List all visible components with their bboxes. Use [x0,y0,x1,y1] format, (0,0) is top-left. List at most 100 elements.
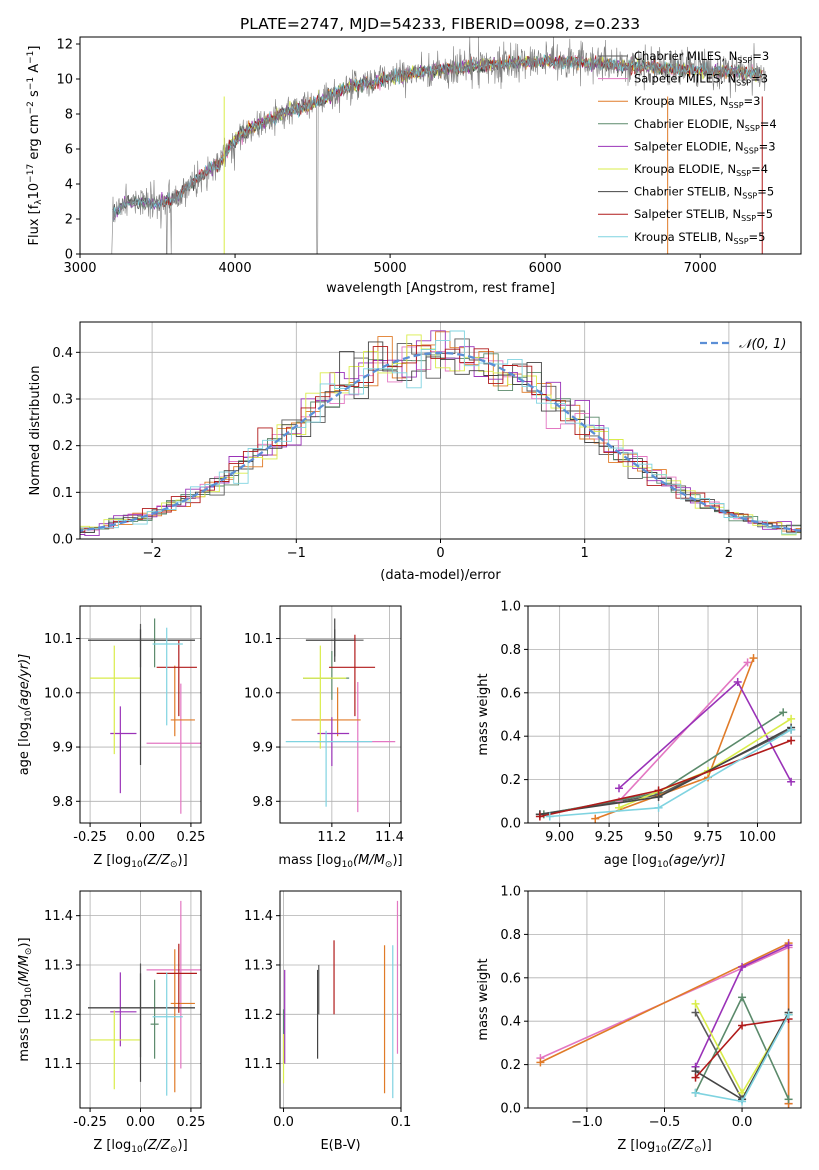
y-tick-label: 8 [65,108,73,123]
legend-label-text: Kroupa ELODIE, N [634,162,736,176]
legend-label-text: Kroupa MILES, N [634,94,729,108]
legend-label-sub: SSP [736,79,751,88]
legend-label-sub: SSP [744,146,759,155]
x-tick-label: 0 [436,546,444,561]
x-axis-label: (data-model)/error [380,568,501,583]
axes-frame [527,605,802,824]
y-tick-label: 0.2 [52,439,73,454]
spectrum-panel: 3000 4000 5000 6000 7000 0 2 4 6 8 10 12 wavelength … [26,36,802,296]
label-part: mass [log [278,853,341,868]
y-tick-label: 0.0 [500,817,521,832]
y-axis-label: age [log10(age/yr)] [17,654,34,776]
y-tick-label: 0.4 [500,1015,521,1030]
x-tick-label: 0.25 [176,830,205,845]
plot-area [111,37,766,254]
plot-area [80,330,801,539]
legend-label-num: =5 [756,207,773,221]
y-tick-label: 0.1 [52,486,73,501]
y-tick-label: 0.0 [52,533,73,548]
y-axis-label: mass weight [476,958,491,1040]
label-part: 10 [342,860,354,870]
weight-line [539,726,792,816]
x-axis-label: Z [log10(Z/Z⊙)] [617,1138,711,1155]
x-axis-label: wavelength [Angstrom, rest frame] [326,281,555,296]
weight-line [618,661,749,802]
label-part: (Z/Z [143,853,171,868]
label-part: Z [log [93,1138,131,1153]
label-part: erg cm [27,114,42,163]
label-part: (Z/Z [143,1138,171,1153]
label-part: −1 [26,77,36,90]
x-tick-label: 9.00 [545,830,574,845]
y-tick-label: 0.6 [500,971,521,986]
figure-title: PLATE=2747, MJD=54233, FIBERID=0098, z=0… [240,15,640,33]
legend-label-num: =4 [751,162,768,176]
x-tick-label: 3000 [63,261,96,276]
age-vs-mass-panel: 11.2 11.4 9.8 9.9 10.0 10.1 mass [log10(M/M⊙)] [244,605,404,870]
label-part: )] [178,853,188,868]
legend-label-text: Chabrier MILES, N [634,49,737,63]
x-tick-label: 0.25 [176,1115,205,1130]
legend-label-text: Chabrier STELIB, N [634,185,742,199]
legend-label-text: Salpeter MILES, N [634,72,736,86]
histogram-step-line [80,330,801,537]
normal-pdf-line [80,351,801,532]
x-tick-label: 9.50 [644,830,673,845]
y-tick-label: 12 [56,38,73,53]
plot-area [535,654,796,823]
label-part: )] [178,1138,188,1153]
weight-vs-metallicity-panel: −1.0 −0.5 0.0 0.0 0.2 0.4 0.6 0.8 1.0 mass weight… [476,885,802,1155]
x-tick-label: -0.25 [73,1115,107,1130]
legend-label-sub: SSP [741,214,756,223]
legend-label-num: =3 [752,49,769,63]
legend-label-sub: SSP [729,101,744,110]
label-part: age [log [604,853,657,868]
x-axis-label: E(B-V) [320,1138,360,1153]
y-tick-label: 0.8 [500,928,521,943]
legend-label: Kroupa MILES, NSSP=3 [634,94,760,110]
y-tick-label: 1.0 [500,600,521,615]
y-tick-label: 11.2 [244,1008,273,1023]
histogram-step-line [80,330,801,535]
y-tick-label: 10 [56,73,73,88]
y-tick-label: 9.9 [52,741,73,756]
y-tick-label: 0.2 [500,773,521,788]
y-tick-label: 10.1 [44,632,73,647]
label-part: −1 [26,51,36,64]
label-part: )] [17,937,32,947]
label-part: −17 [26,164,36,183]
legend-label-num: =3 [759,139,776,153]
y-axis-label: mass [log10(M/M⊙)] [17,937,34,1061]
y-tick-label: 0.4 [52,346,73,361]
label-part: λ [34,199,44,205]
legend-label-sub: SSP [734,237,749,246]
y-tick-label: 11.3 [44,958,73,973]
histogram-step-line [80,334,801,536]
legend-label-text: Chabrier ELODIE, N [634,117,745,131]
x-tick-label: 1 [581,546,589,561]
x-tick-label: 7000 [684,261,717,276]
axes-frame [79,605,202,824]
y-axis-label: Flux [fλ10−17 erg cm−2 s−1 A−1] [26,46,44,246]
label-part: )] [702,1138,712,1153]
label-part: 10 [657,860,669,870]
legend-label-num: =5 [757,185,774,199]
legend-label: Salpeter MILES, NSSP=3 [634,72,768,88]
x-axis-label: Z [log10(Z/Z⊙)] [93,1138,187,1155]
label-part: (M/M [353,853,385,868]
y-tick-label: 2 [65,213,73,228]
legend-label-sub: SSP [737,56,752,65]
axes-frame [79,321,802,540]
data-spectrum-line [111,37,766,254]
y-tick-label: 11.1 [244,1057,273,1072]
axes-frame [79,36,802,255]
residual-histogram-panel: −2 −1 0 1 2 0.0 0.1 0.2 0.3 0.4 (data-model)/error… [28,321,802,583]
label-part: 10 [24,710,34,722]
x-axis-label: age [log10(age/yr)] [604,853,726,870]
label-part: age [log [17,722,32,775]
y-tick-label: 11.4 [44,909,73,924]
legend-label-num: =3 [744,94,761,108]
label-part: Flux [f [27,204,42,245]
